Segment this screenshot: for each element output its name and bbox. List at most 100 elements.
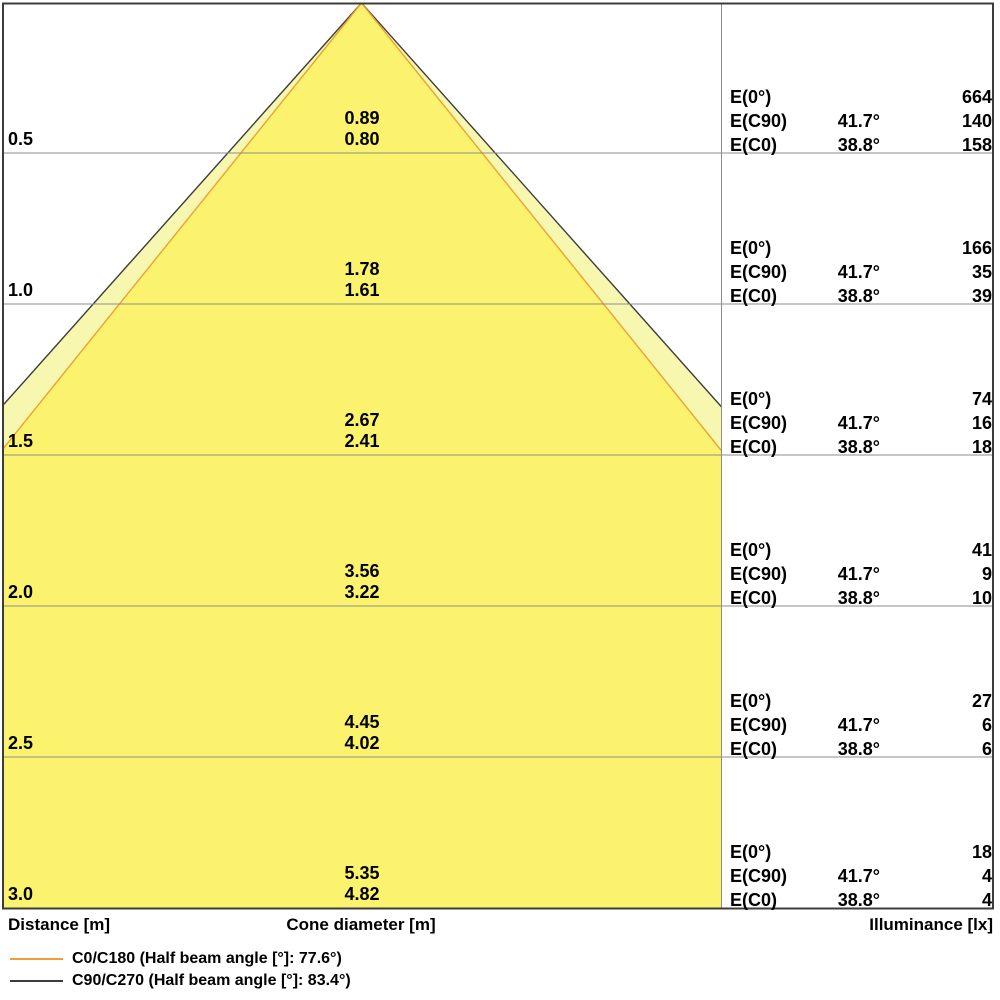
- cone-diameter-c90: 4.45: [344, 712, 380, 732]
- distance-tick-label: 2.0: [8, 582, 34, 602]
- e0-label: E(0°): [730, 691, 772, 711]
- illuminance-labels: E(0°) E(C90) E(C0): [730, 689, 860, 761]
- ec0-value: 18: [971, 437, 992, 457]
- ec0-value: 158: [961, 135, 992, 155]
- cone-diameter-axis-label: Cone diameter [m]: [286, 915, 436, 934]
- illuminance-values: 166 35 39: [872, 236, 992, 308]
- ec0-label: E(C0): [730, 286, 778, 306]
- cone-diameter-c0: 4.02: [344, 733, 380, 753]
- illuminance-labels: E(0°) E(C90) E(C0): [730, 840, 860, 912]
- angle-c0: 38.8°: [837, 437, 880, 457]
- cone-diameter-values: 2.67 2.41: [287, 410, 437, 452]
- ec0-value: 6: [981, 739, 992, 759]
- ec90-value: 6: [981, 715, 992, 735]
- ec90-value: 4: [981, 866, 992, 886]
- illuminance-axis-label: Illuminance [lx]: [869, 915, 993, 934]
- e0-value: 74: [971, 389, 992, 409]
- illuminance-labels: E(0°) E(C90) E(C0): [730, 236, 860, 308]
- angle-c90: 41.7°: [837, 413, 880, 433]
- legend-label-c90: C90/C270 (Half beam angle [°]: 83.4°): [72, 972, 351, 989]
- angle-c0: 38.8°: [837, 135, 880, 155]
- illuminance-angles: 41.7° 38.8°: [760, 689, 880, 761]
- cone-diameter-values: 1.78 1.61: [287, 259, 437, 301]
- illuminance-angles: 41.7° 38.8°: [760, 538, 880, 610]
- e0-value: 166: [961, 238, 992, 258]
- ec90-value: 140: [961, 111, 992, 131]
- ec90-label: E(C90): [730, 715, 788, 735]
- cone-diameter-values: 0.89 0.80: [287, 108, 437, 150]
- legend-label-c0: C0/C180 (Half beam angle [°]: 77.6°): [72, 950, 342, 967]
- cone-diameter-c0: 2.41: [344, 431, 380, 451]
- cone-diameter-c90: 0.89: [344, 108, 380, 128]
- cone-diameter-c0: 3.22: [344, 582, 380, 602]
- ec90-label: E(C90): [730, 866, 788, 886]
- distance-tick-label: 1.5: [8, 431, 34, 451]
- illuminance-values: 27 6 6: [872, 689, 992, 761]
- illuminance-labels: E(0°) E(C90) E(C0): [730, 538, 860, 610]
- c0-cone-shape: [2, 3, 721, 909]
- ec90-label: E(C90): [730, 413, 788, 433]
- e0-value: 41: [971, 540, 992, 560]
- angle-c90: 41.7°: [837, 866, 880, 886]
- e0-value: 27: [971, 691, 992, 711]
- illuminance-values: 664 140 158: [872, 85, 992, 157]
- illuminance-values: 74 16 18: [872, 387, 992, 459]
- cone-diameter-c0: 4.82: [344, 884, 380, 904]
- distance-tick-label: 1.0: [8, 280, 34, 300]
- angle-c0: 38.8°: [837, 286, 880, 306]
- illuminance-labels: E(0°) E(C90) E(C0): [730, 85, 860, 157]
- e0-label: E(0°): [730, 389, 772, 409]
- ec90-label: E(C90): [730, 262, 788, 282]
- c90-line-swatch: [10, 980, 63, 982]
- ec90-value: 35: [971, 262, 992, 282]
- cone-diameter-c90: 2.67: [344, 410, 380, 430]
- illuminance-values: 18 4 4: [872, 840, 992, 912]
- ec90-value: 9: [981, 564, 992, 584]
- legend-item-c90: C90/C270 (Half beam angle [°]: 83.4°): [10, 971, 351, 991]
- angle-c90: 41.7°: [837, 564, 880, 584]
- illuminance-labels: E(0°) E(C90) E(C0): [730, 387, 860, 459]
- ec0-label: E(C0): [730, 135, 778, 155]
- illuminance-angles: 41.7° 38.8°: [760, 236, 880, 308]
- ec0-label: E(C0): [730, 588, 778, 608]
- ec0-value: 39: [971, 286, 992, 306]
- cone-diameter-values: 5.35 4.82: [287, 863, 437, 905]
- angle-spacer: [760, 840, 880, 864]
- ec0-label: E(C0): [730, 890, 778, 910]
- cone-diameter-c90: 1.78: [344, 259, 380, 279]
- e0-label: E(0°): [730, 540, 772, 560]
- e0-value: 18: [971, 842, 992, 862]
- angle-c0: 38.8°: [837, 588, 880, 608]
- e0-label: E(0°): [730, 842, 772, 862]
- gridlines: [2, 3, 993, 909]
- illuminance-angles: 41.7° 38.8°: [760, 840, 880, 912]
- angle-c0: 38.8°: [837, 890, 880, 910]
- e0-value: 664: [961, 87, 992, 107]
- distance-tick-label: 3.0: [8, 884, 34, 904]
- cone-diameter-c90: 3.56: [344, 561, 380, 581]
- cone-diameter-c90: 5.35: [344, 863, 380, 883]
- illuminance-values: 41 9 10: [872, 538, 992, 610]
- e0-label: E(0°): [730, 238, 772, 258]
- ec0-label: E(C0): [730, 437, 778, 457]
- distance-axis-label: Distance [m]: [8, 915, 111, 934]
- ec0-value: 4: [981, 890, 992, 910]
- cone-diameter-values: 4.45 4.02: [287, 712, 437, 754]
- ec90-label: E(C90): [730, 564, 788, 584]
- legend-item-c0: C0/C180 (Half beam angle [°]: 77.6°): [10, 949, 342, 969]
- angle-spacer: [760, 85, 880, 109]
- angle-spacer: [760, 538, 880, 562]
- angle-spacer: [760, 236, 880, 260]
- c0-line-swatch: [10, 958, 63, 960]
- angle-c90: 41.7°: [837, 715, 880, 735]
- angle-spacer: [760, 387, 880, 411]
- angle-c90: 41.7°: [837, 262, 880, 282]
- angle-spacer: [760, 689, 880, 713]
- e0-label: E(0°): [730, 87, 772, 107]
- illuminance-angles: 41.7° 38.8°: [760, 387, 880, 459]
- ec90-label: E(C90): [730, 111, 788, 131]
- cone-diameter-values: 3.56 3.22: [287, 561, 437, 603]
- ec90-value: 16: [971, 413, 992, 433]
- angle-c0: 38.8°: [837, 739, 880, 759]
